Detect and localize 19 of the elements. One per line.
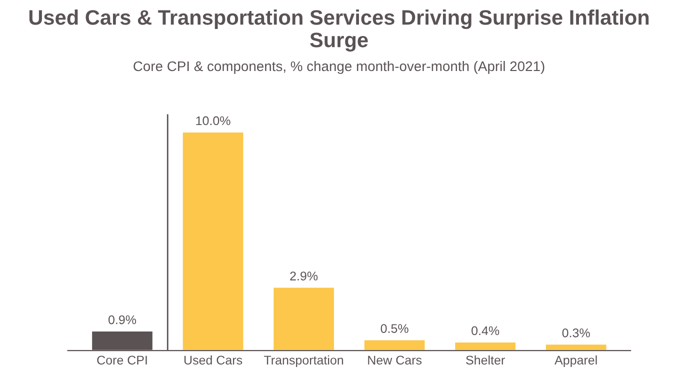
chart-subtitle: Core CPI & components, % change month-over-month (April 2021) (134, 60, 544, 74)
x-tick-label: Apparel (554, 355, 597, 368)
data-label: 0.9% (108, 315, 136, 324)
bar (362, 338, 426, 351)
x-tick-label: Core CPI (97, 356, 147, 365)
data-label: 0.3% (562, 328, 590, 338)
data-label: 0.5% (380, 324, 408, 333)
data-label: 0.4% (472, 326, 500, 336)
data-label: 2.9% (290, 272, 318, 280)
x-tick-label: Used Cars (184, 355, 242, 365)
x-tick-label: Transportation (264, 355, 344, 368)
chart-title: Used Cars & Transportation Services Driving Surprise Inflation Surge (29, 10, 649, 52)
x-tick-label: New Cars (368, 356, 422, 365)
bar (272, 286, 336, 351)
bar (181, 131, 245, 351)
data-label: 10.0% (196, 116, 230, 126)
x-tick-label: Shelter (466, 355, 505, 365)
bar (454, 341, 517, 351)
bar (544, 343, 608, 351)
